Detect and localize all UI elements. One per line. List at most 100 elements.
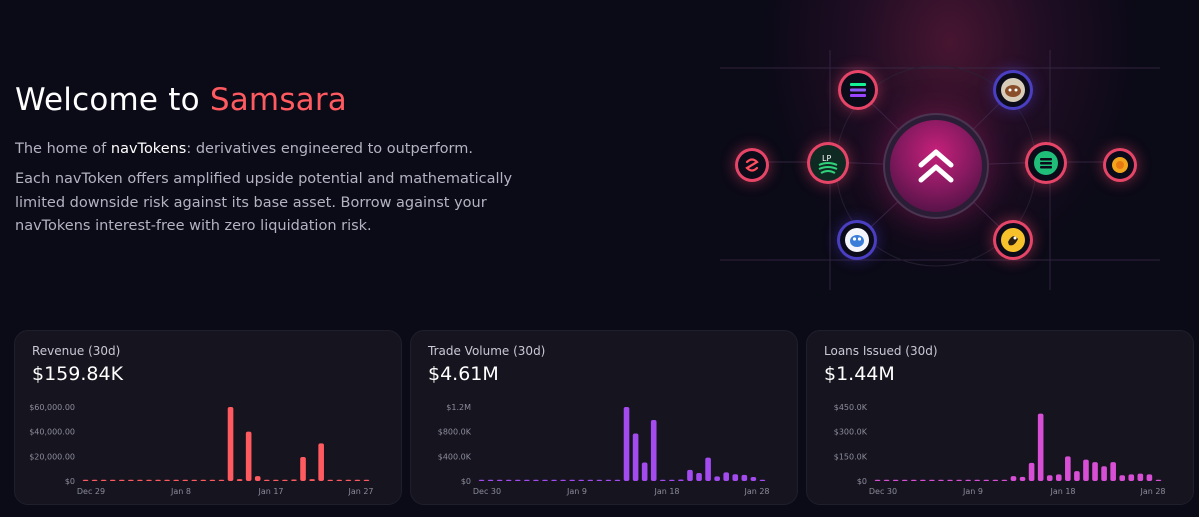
- x-tick-label: Jan 9: [962, 487, 983, 496]
- chart-bar: [146, 479, 152, 481]
- chart-bar: [345, 479, 352, 481]
- chart-bar: [514, 479, 521, 481]
- swirl-token-icon: [735, 148, 769, 182]
- chart-bar: [273, 479, 279, 481]
- chart-bar: [354, 479, 361, 481]
- y-tick-label: $0: [461, 477, 471, 486]
- chart-bar: [883, 479, 890, 481]
- chart-bar: [669, 479, 675, 481]
- chart-bar: [137, 479, 143, 481]
- hero-description: Each navToken offers amplified upside po…: [15, 171, 513, 234]
- x-tick-label: Jan 17: [257, 487, 283, 496]
- chart-bar: [983, 479, 990, 481]
- x-tick-label: Dec 29: [77, 487, 105, 496]
- y-tick-label: $300.0K: [834, 428, 868, 437]
- chart-bar: [100, 479, 107, 481]
- chart-bar: [82, 479, 89, 481]
- chart-bar: [236, 479, 243, 481]
- chart-bar: [1137, 473, 1144, 481]
- stat-label: Revenue (30d): [32, 344, 121, 358]
- mascot-token-icon: [993, 70, 1033, 110]
- x-tick-label: Jan 27: [347, 487, 373, 496]
- chart-bar: [1092, 462, 1098, 481]
- chart-bar: [300, 456, 306, 481]
- chart-bar: [605, 479, 612, 481]
- hero: Welcome to Samsara The home of navTokens…: [15, 82, 575, 239]
- x-tick-label: Jan 9: [566, 487, 587, 496]
- chart-bar: [505, 479, 512, 481]
- chart-bar: [1128, 474, 1135, 481]
- chart-bar: [696, 472, 702, 481]
- stat-label: Loans Issued (30d): [824, 344, 938, 358]
- stat-value: $159.84K: [32, 363, 124, 385]
- stat-card-trade-volume: Trade Volume (30d) $4.61M $1.2M $800.0K $4…: [410, 330, 798, 505]
- chart-bar: [487, 479, 494, 481]
- y-tick-label: $0: [65, 477, 75, 486]
- chart-bar: [164, 479, 170, 481]
- chart-bar: [1083, 459, 1089, 481]
- y-tick-label: $40,000.00: [29, 428, 75, 437]
- chart-bar: [678, 479, 684, 481]
- chart-bar: [687, 469, 693, 481]
- nav-token-icon: [1025, 142, 1067, 184]
- chart-bar: [910, 479, 917, 481]
- chart-bar: [569, 479, 575, 481]
- chart-bar: [560, 479, 566, 481]
- chart-bar: [974, 479, 981, 481]
- chart-bar: [1037, 413, 1044, 481]
- chart-bar: [478, 479, 485, 481]
- chart-bar: [524, 479, 530, 481]
- chart-bar: [759, 479, 766, 481]
- lp-token-icon: LP: [807, 142, 849, 184]
- chart-bar: [155, 479, 161, 481]
- chart-bar: [1055, 474, 1062, 481]
- chart-bar: [182, 479, 189, 481]
- chart-bar: [200, 479, 207, 481]
- chart-bar: [1065, 456, 1071, 481]
- chart-bar: [263, 479, 270, 481]
- chart-bar: [1146, 474, 1153, 481]
- x-tick-label: Jan 18: [1049, 487, 1075, 496]
- chart-bar: [929, 479, 935, 481]
- y-tick-label: $60,000.00: [29, 403, 75, 412]
- chart-bar: [723, 472, 730, 481]
- chart-bar: [732, 474, 739, 481]
- y-tick-label: $1.2M: [446, 403, 471, 412]
- chart-bar: [363, 479, 370, 481]
- chart-bar: [245, 431, 252, 481]
- chart-bar: [650, 419, 657, 481]
- chart-bar: [1101, 466, 1107, 481]
- lp-text: LP: [822, 154, 831, 163]
- y-tick-label: $0: [857, 477, 867, 486]
- page-title: Welcome to Samsara: [15, 82, 575, 118]
- tagline-prefix: The home of: [15, 141, 111, 157]
- chart-bar: [1155, 479, 1162, 481]
- chart-bar: [173, 479, 179, 481]
- chart-bar: [1019, 476, 1026, 481]
- chart-bar: [1074, 471, 1080, 481]
- chart-bar: [632, 433, 639, 481]
- tagline: The home of navTokens: derivatives engin…: [15, 138, 575, 160]
- chart-bar: [291, 479, 297, 481]
- chart-bar: [596, 479, 603, 481]
- chart-bar: [874, 479, 881, 481]
- stat-value: $1.44M: [824, 363, 895, 385]
- double-chevron-up-icon: [890, 120, 982, 212]
- chart-bar: [705, 457, 711, 481]
- chart-bar: [128, 479, 134, 481]
- chart-bar: [938, 479, 944, 481]
- chart-bar: [309, 479, 315, 481]
- token-network-illustration: LP: [720, 50, 1160, 290]
- chart-bar: [965, 479, 971, 481]
- x-tick-label: Jan 28: [1139, 487, 1165, 496]
- y-tick-label: $800.0K: [438, 428, 472, 437]
- chart-bar: [533, 479, 539, 481]
- stat-card-revenue: Revenue (30d) $159.84K $60,000.00 $40,000…: [14, 330, 402, 505]
- y-tick-label: $450.0K: [834, 403, 868, 412]
- chart-bar: [1046, 475, 1053, 481]
- chart-bar: [741, 474, 748, 481]
- chart-bar: [587, 479, 594, 481]
- chart-bar: [1119, 475, 1126, 481]
